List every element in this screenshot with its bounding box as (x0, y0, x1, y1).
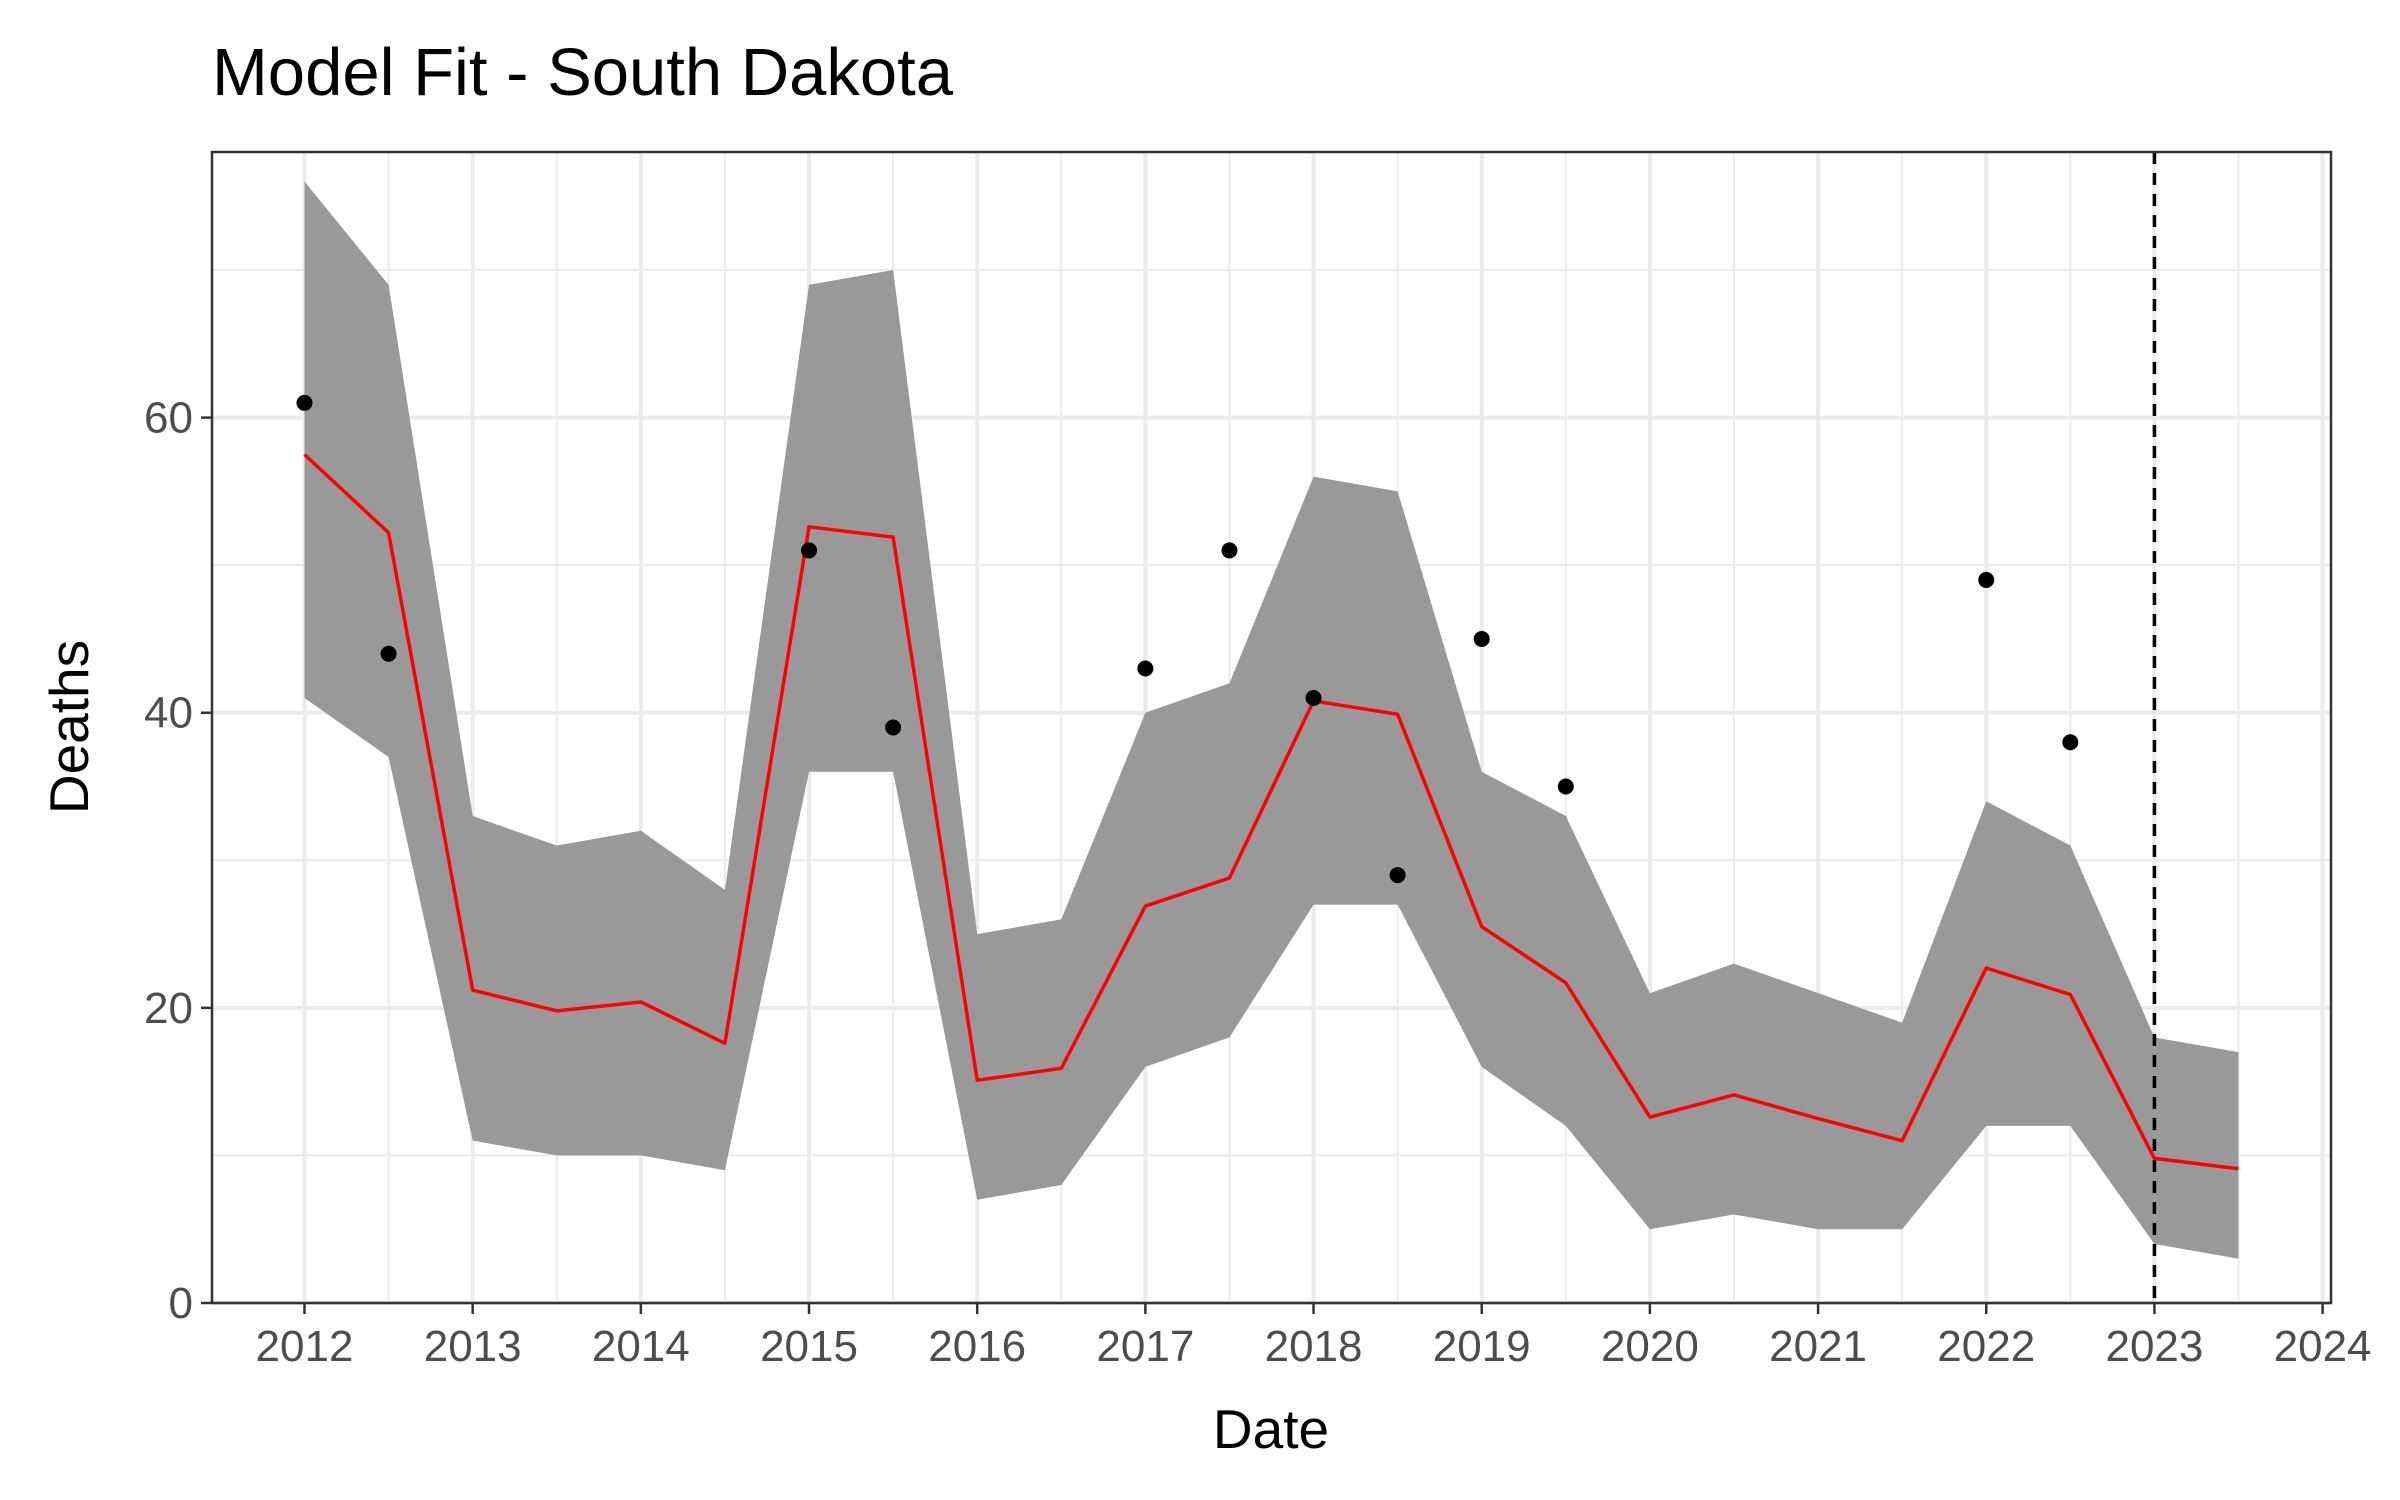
x-tick-label: 2024 (2274, 1322, 2372, 1371)
y-axis: 0 20 40 60 (144, 394, 212, 1328)
observed-point (1221, 542, 1238, 559)
x-tick-label: 2017 (1096, 1322, 1194, 1371)
observed-point (296, 394, 313, 411)
observed-point (1557, 778, 1574, 795)
x-tick-label: 2013 (424, 1322, 522, 1371)
observed-points-layer (296, 394, 2079, 884)
y-axis-title: Deaths (38, 640, 100, 814)
y-tick-label: 0 (169, 1279, 193, 1328)
observed-point (801, 542, 818, 559)
x-tick-label: 2021 (1769, 1322, 1867, 1371)
confidence-ribbon-layer (304, 181, 2239, 1259)
observed-point (1305, 689, 1322, 706)
x-tick-label: 2018 (1265, 1322, 1363, 1371)
x-tick-label: 2014 (592, 1322, 690, 1371)
x-tick-label: 2015 (760, 1322, 858, 1371)
observed-point (1137, 660, 1154, 677)
observed-point (1389, 867, 1406, 884)
x-axis-title: Date (1213, 1398, 1329, 1460)
observed-point (380, 645, 397, 662)
x-tick-label: 2023 (2105, 1322, 2203, 1371)
x-tick-label: 2012 (256, 1322, 354, 1371)
y-tick-label: 60 (144, 394, 193, 443)
x-tick-label: 2022 (1937, 1322, 2035, 1371)
y-tick-label: 40 (144, 689, 193, 738)
x-tick-label: 2020 (1601, 1322, 1699, 1371)
chart-title: Model Fit - South Dakota (212, 35, 954, 110)
confidence-ribbon (304, 181, 2239, 1259)
observed-point (2062, 734, 2079, 751)
x-tick-label: 2019 (1433, 1322, 1531, 1371)
observed-point (885, 719, 902, 736)
x-tick-label: 2016 (928, 1322, 1026, 1371)
plot-panel-border (210, 150, 2333, 1305)
fit-line (303, 453, 2239, 1171)
observed-point (1473, 630, 1490, 647)
observed-point (1978, 571, 1995, 588)
y-tick-label: 20 (144, 984, 193, 1033)
x-axis: 2012 2013 2014 2015 2016 2017 2018 2019 2020 2021… (256, 1303, 2372, 1371)
fit-line-layer (303, 453, 2239, 1171)
